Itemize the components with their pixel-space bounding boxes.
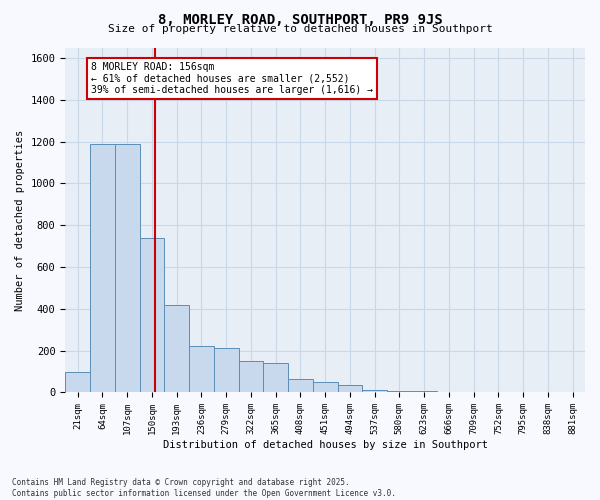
Text: 8, MORLEY ROAD, SOUTHPORT, PR9 9JS: 8, MORLEY ROAD, SOUTHPORT, PR9 9JS: [158, 12, 442, 26]
Y-axis label: Number of detached properties: Number of detached properties: [15, 130, 25, 310]
Bar: [65, 372, 90, 392]
X-axis label: Distribution of detached houses by size in Southport: Distribution of detached houses by size …: [163, 440, 488, 450]
Bar: [164, 304, 189, 392]
Bar: [140, 238, 164, 392]
Text: Contains HM Land Registry data © Crown copyright and database right 2025.
Contai: Contains HM Land Registry data © Crown c…: [12, 478, 396, 498]
Bar: [189, 346, 214, 393]
Text: 8 MORLEY ROAD: 156sqm
← 61% of detached houses are smaller (2,552)
39% of semi-d: 8 MORLEY ROAD: 156sqm ← 61% of detached …: [91, 62, 373, 96]
Bar: [90, 144, 115, 392]
Bar: [338, 385, 362, 392]
Bar: [288, 379, 313, 392]
Bar: [387, 391, 412, 392]
Text: Size of property relative to detached houses in Southport: Size of property relative to detached ho…: [107, 24, 493, 34]
Bar: [313, 382, 338, 392]
Bar: [214, 348, 239, 393]
Bar: [362, 390, 387, 392]
Bar: [239, 361, 263, 392]
Bar: [263, 363, 288, 392]
Bar: [115, 144, 140, 392]
